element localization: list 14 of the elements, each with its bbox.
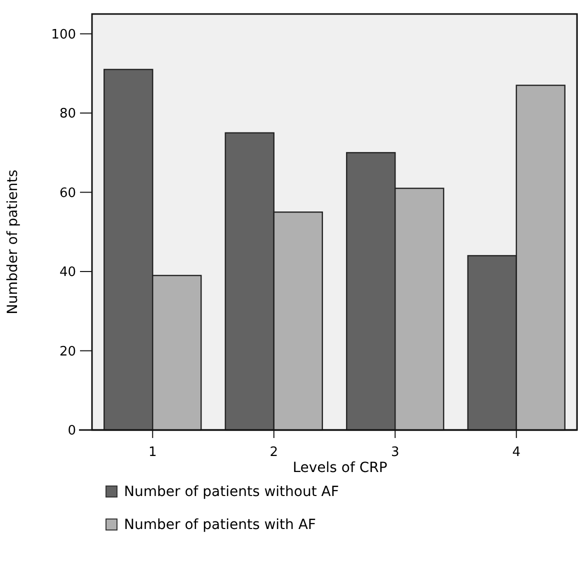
y-tick-label: 20 xyxy=(59,344,76,360)
y-tick-label: 80 xyxy=(59,106,76,122)
x-tick-label: 3 xyxy=(390,445,400,460)
x-tick-label: 4 xyxy=(512,445,521,460)
legend-label: Number of patients with AF xyxy=(124,517,316,533)
y-tick-label: 100 xyxy=(51,27,76,42)
legend-label: Number of patients without AF xyxy=(124,484,339,500)
x-tick-label: 2 xyxy=(270,445,278,460)
y-tick-label: 40 xyxy=(59,265,76,280)
y-tick-label: 0 xyxy=(68,424,76,439)
x-tick-label: 1 xyxy=(148,445,157,460)
x-axis-title: Levels of CRP xyxy=(292,460,388,476)
y-axis-title: Numbder of patients xyxy=(5,170,21,314)
y-tick-label: 60 xyxy=(59,186,76,201)
